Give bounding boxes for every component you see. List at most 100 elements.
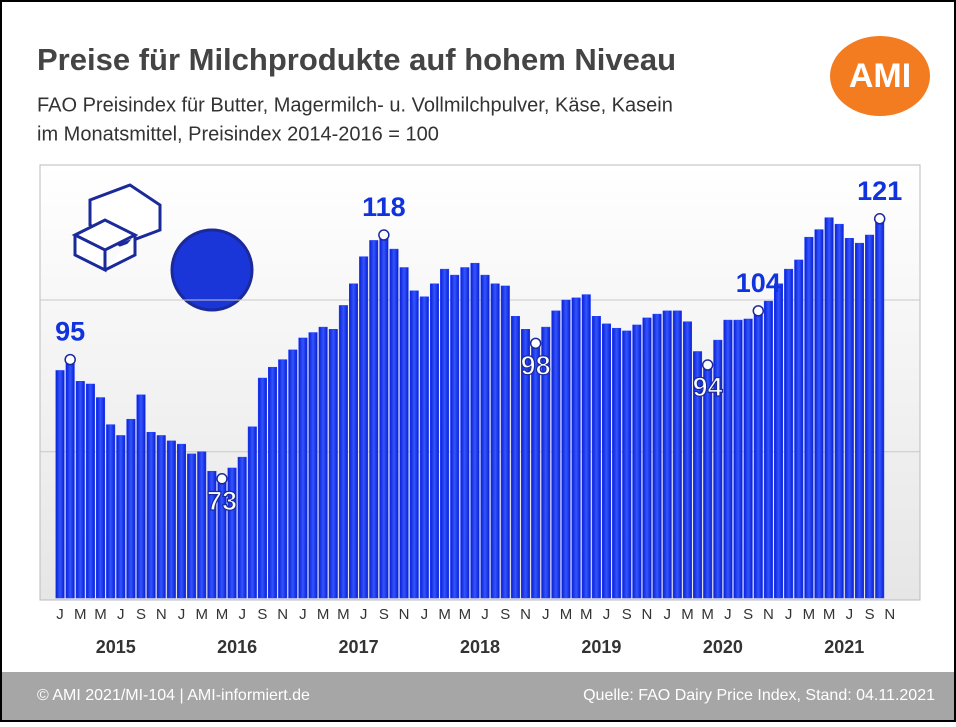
x-tick-label: J	[421, 606, 429, 623]
year-label: 2018	[460, 637, 500, 657]
bar	[490, 283, 500, 599]
bar	[875, 218, 885, 599]
bar	[136, 394, 146, 599]
bar	[480, 274, 490, 599]
data-label: 94	[693, 372, 723, 402]
x-tick-label: N	[156, 606, 167, 623]
footer	[2, 672, 954, 720]
x-tick-label: J	[56, 606, 64, 623]
bar	[146, 431, 156, 599]
x-tick-label: M	[560, 606, 573, 623]
marker	[752, 305, 765, 317]
bar	[328, 329, 338, 599]
bar	[389, 248, 399, 599]
x-tick-label: M	[337, 606, 350, 623]
year-label: 2021	[824, 637, 864, 657]
bar	[632, 324, 642, 599]
x-tick-label: N	[763, 606, 774, 623]
x-tick-label: M	[94, 606, 107, 623]
bar	[399, 267, 409, 599]
bar	[460, 267, 470, 599]
box-icon	[71, 218, 139, 273]
x-tick-label: J	[178, 606, 186, 623]
year-label: 2015	[96, 637, 136, 657]
x-tick-label: J	[663, 606, 671, 623]
bar	[814, 229, 824, 599]
chart-title: Preise für Milchprodukte auf hohem Nivea…	[37, 42, 676, 77]
data-label: 104	[736, 268, 781, 298]
bar	[693, 351, 703, 599]
bar	[176, 443, 186, 599]
bar	[844, 238, 854, 599]
year-label: 2020	[703, 637, 743, 657]
bar	[257, 377, 267, 599]
bar	[551, 310, 561, 599]
bar	[85, 383, 95, 599]
bar	[591, 316, 601, 599]
bar	[126, 418, 136, 599]
bar	[794, 259, 804, 599]
footer-left: © AMI 2021/MI-104 | AMI-informiert.de	[37, 687, 310, 704]
bar	[298, 337, 308, 599]
bar	[521, 329, 531, 599]
year-label: 2016	[217, 637, 257, 657]
bar	[743, 318, 753, 599]
bar	[723, 319, 733, 599]
x-tick-label: S	[500, 606, 510, 623]
bar	[166, 440, 176, 599]
year-label: 2019	[581, 637, 621, 657]
logo-text: AMI	[849, 57, 911, 95]
bar	[713, 339, 723, 599]
marker	[701, 359, 714, 371]
marker	[378, 229, 390, 241]
bar	[187, 453, 197, 599]
bar	[278, 359, 288, 599]
x-tick-label: N	[520, 606, 531, 623]
x-tick-label: S	[257, 606, 267, 623]
data-label: 73	[207, 486, 237, 516]
bar	[379, 234, 389, 599]
bar	[65, 359, 75, 599]
bar	[409, 290, 419, 599]
bar	[349, 283, 359, 599]
bar	[672, 310, 682, 599]
x-tick-label: M	[74, 606, 87, 623]
x-tick-label: N	[884, 606, 895, 623]
x-tick-label: J	[542, 606, 550, 623]
bar	[75, 381, 85, 599]
x-tick-label: N	[277, 606, 288, 623]
x-tick-label: S	[622, 606, 632, 623]
x-tick-label: M	[701, 606, 714, 623]
bar	[804, 236, 814, 599]
bar	[338, 305, 348, 599]
bar	[865, 234, 875, 599]
data-label: 95	[55, 317, 85, 347]
x-tick-label: S	[865, 606, 875, 623]
bar	[652, 313, 662, 599]
bar	[268, 366, 278, 599]
bar	[308, 332, 318, 599]
data-label: 121	[857, 176, 902, 206]
marker	[529, 337, 542, 350]
bar	[581, 294, 591, 599]
footer-right: Quelle: FAO Dairy Price Index, Stand: 04…	[583, 687, 935, 704]
bar	[682, 321, 692, 599]
bar	[834, 223, 844, 599]
bar	[662, 310, 672, 599]
bar	[197, 451, 207, 599]
bar	[429, 283, 439, 599]
x-tick-label: M	[438, 606, 451, 623]
bar	[622, 330, 632, 599]
bar	[784, 268, 794, 599]
bar	[450, 274, 460, 599]
bar	[96, 397, 106, 599]
data-label: 98	[521, 350, 551, 380]
bar	[824, 217, 834, 599]
x-tick-label: J	[785, 606, 793, 623]
bar	[116, 435, 126, 599]
bar	[612, 327, 622, 599]
bar	[763, 300, 773, 599]
bar	[541, 326, 551, 599]
bar	[642, 317, 652, 599]
